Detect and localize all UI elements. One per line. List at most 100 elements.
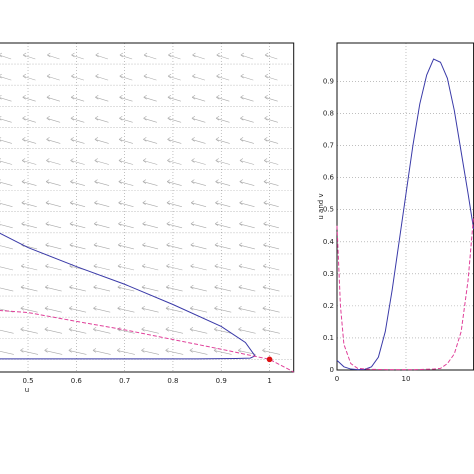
field-arrow	[94, 116, 109, 123]
field-arrow	[191, 94, 206, 102]
y-tick-label: 0.2	[323, 302, 334, 310]
y-tick-label: 0.4	[323, 238, 335, 246]
x-tick-label: 10	[402, 375, 411, 383]
y-axis-label: u and v	[317, 193, 325, 219]
field-arrow	[143, 73, 157, 81]
field-arrow	[20, 327, 38, 334]
field-arrow	[68, 348, 87, 355]
field-arrow	[189, 327, 208, 334]
field-arrow	[118, 221, 134, 229]
field-arrow	[190, 263, 207, 271]
field-arrow	[165, 284, 183, 292]
field-arrow	[69, 221, 86, 229]
field-arrow	[46, 94, 61, 102]
field-arrow	[167, 116, 182, 123]
x-tick-label: 0.6	[71, 377, 83, 385]
field-arrow	[118, 137, 133, 144]
field-arrow	[240, 94, 254, 102]
field-arrow	[167, 137, 182, 144]
y-tick-label: 0.8	[323, 110, 334, 118]
field-arrow	[20, 348, 39, 355]
field-arrow	[69, 284, 86, 292]
field-arrow	[93, 221, 110, 229]
field-arrow	[141, 327, 159, 334]
field-arrow	[0, 221, 13, 229]
field-arrow	[167, 73, 181, 81]
field-arrow	[70, 116, 85, 123]
field-arrow	[142, 221, 158, 229]
field-arrow	[262, 263, 280, 271]
field-arrow	[69, 242, 86, 250]
field-arrow	[141, 263, 159, 271]
field-arrow	[239, 221, 255, 229]
field-arrow	[46, 73, 60, 81]
field-arrow	[165, 305, 183, 313]
field-arrow	[264, 137, 279, 144]
field-arrow	[141, 305, 159, 313]
field-arrow	[117, 284, 135, 292]
field-arrow	[118, 179, 134, 186]
field-arrow	[117, 263, 135, 271]
field-arrow	[214, 305, 232, 313]
field-arrow	[71, 73, 85, 81]
field-arrow	[263, 179, 279, 186]
field-arrow	[238, 284, 256, 292]
field-arrow	[93, 242, 110, 250]
field-arrow	[264, 52, 278, 60]
field-arrow	[262, 284, 280, 292]
field-arrow	[95, 73, 109, 81]
field-arrow	[238, 327, 256, 334]
field-arrow	[93, 327, 111, 334]
y-tick-label: 0.7	[323, 142, 334, 150]
field-arrow	[167, 158, 182, 165]
field-arrow	[189, 348, 208, 355]
field-arrow	[0, 179, 13, 186]
field-arrow	[142, 242, 159, 250]
field-arrow	[263, 221, 279, 229]
field-arrow	[119, 52, 133, 60]
field-arrow	[44, 305, 62, 313]
field-arrow	[93, 284, 111, 292]
field-arrow	[263, 200, 279, 207]
field-arrow	[22, 137, 37, 144]
field-arrow	[166, 263, 183, 271]
field-arrow	[94, 137, 109, 144]
field-arrow	[191, 137, 206, 144]
field-arrow	[0, 287, 14, 292]
field-arrow	[263, 242, 280, 250]
field-arrow	[45, 263, 62, 271]
field-arrow	[22, 73, 36, 81]
field-arrow	[190, 221, 207, 229]
field-arrow	[0, 137, 12, 144]
field-arrow	[141, 284, 159, 292]
y-tick-label: 0.6	[323, 174, 335, 182]
field-arrow	[118, 200, 134, 207]
field-arrow	[21, 200, 37, 207]
field-arrow	[45, 242, 62, 250]
field-arrow	[166, 242, 183, 250]
field-arrow	[117, 305, 135, 313]
field-arrow	[117, 348, 135, 355]
y-tick-label: 0.9	[323, 77, 334, 85]
field-arrow	[0, 264, 14, 271]
field-arrow	[143, 94, 157, 102]
field-arrow	[142, 200, 158, 207]
field-arrow	[190, 284, 207, 292]
field-arrow	[166, 179, 182, 186]
field-arrow	[22, 116, 36, 123]
x-tick-label: 0.5	[22, 377, 33, 385]
field-arrow	[45, 179, 61, 186]
field-arrow	[0, 308, 14, 313]
field-arrow	[21, 179, 37, 186]
field-arrow	[46, 137, 61, 144]
field-arrow	[216, 52, 230, 60]
field-arrow	[238, 242, 255, 250]
field-arrow	[0, 94, 12, 102]
plot-frame	[336, 42, 474, 371]
field-arrow	[70, 158, 85, 165]
field-arrow	[214, 263, 231, 271]
field-arrow	[239, 200, 255, 207]
x-tick-label: 0.7	[119, 377, 130, 385]
field-arrow	[22, 94, 36, 102]
x-tick-label: 0.9	[216, 377, 227, 385]
